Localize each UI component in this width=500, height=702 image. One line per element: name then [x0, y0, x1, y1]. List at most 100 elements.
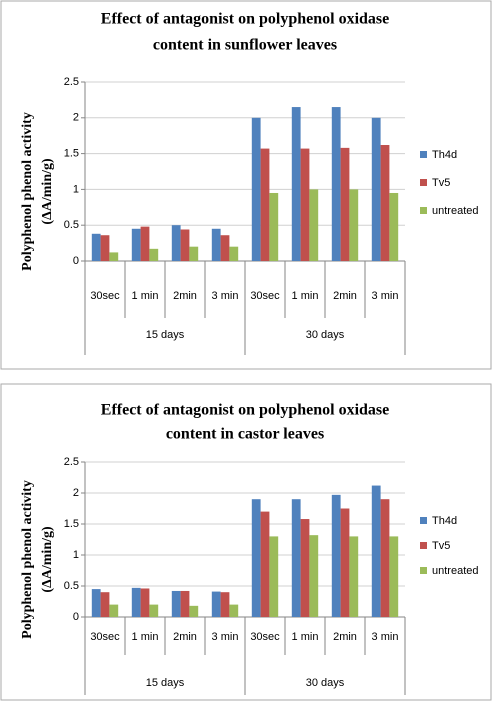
- legend-label: Tv5: [432, 177, 450, 189]
- bar: [309, 189, 319, 261]
- y-tick-label: 2.5: [64, 456, 79, 468]
- legend-label: Th4d: [432, 515, 457, 527]
- x-tick-label: 30sec: [250, 631, 280, 643]
- bar: [309, 535, 319, 617]
- y-axis-label: (ΔA/min/g): [40, 526, 55, 593]
- bar: [131, 228, 141, 261]
- x-tick-label: 3 min: [212, 631, 239, 643]
- bar: [211, 228, 221, 261]
- bar: [371, 117, 381, 261]
- x-tick-label: 2min: [333, 290, 357, 302]
- bar: [211, 591, 221, 617]
- bar: [140, 588, 150, 617]
- bar: [331, 107, 341, 261]
- bar: [189, 246, 199, 261]
- x-tick-label: 1 min: [132, 631, 159, 643]
- bar: [180, 590, 190, 617]
- group-label: 30 days: [306, 677, 345, 689]
- legend-label: Th4d: [432, 149, 457, 161]
- x-tick-label: 2min: [173, 290, 197, 302]
- bar: [189, 605, 199, 617]
- bar: [251, 117, 261, 261]
- legend-swatch: [420, 179, 427, 186]
- x-tick-label: 3 min: [372, 631, 399, 643]
- bar: [340, 508, 350, 617]
- chart-title: content in sunflower leaves: [153, 37, 337, 54]
- y-tick-label: 1: [73, 183, 79, 195]
- x-tick-label: 1 min: [292, 631, 319, 643]
- bar: [349, 189, 359, 261]
- bar: [220, 592, 230, 617]
- legend-swatch: [420, 542, 427, 549]
- bar: [340, 147, 350, 261]
- group-label: 15 days: [146, 677, 185, 689]
- bar: [380, 499, 390, 617]
- bar: [180, 229, 190, 261]
- bar: [109, 604, 119, 617]
- group-label: 30 days: [306, 329, 345, 341]
- bar: [291, 107, 301, 261]
- bar: [140, 226, 150, 261]
- x-tick-label: 1 min: [132, 290, 159, 302]
- y-axis-label: Polyphenol phenol activity: [20, 112, 35, 271]
- bar: [100, 592, 110, 617]
- bar: [149, 604, 159, 617]
- legend-label: untreated: [432, 205, 478, 217]
- bar: [149, 248, 159, 261]
- y-tick-label: 0.5: [64, 580, 79, 592]
- bar: [91, 589, 101, 617]
- y-axis-label: (ΔA/min/g): [40, 158, 55, 225]
- bar: [269, 536, 279, 617]
- bar: [380, 145, 390, 261]
- legend-swatch: [420, 567, 427, 574]
- bar: [91, 233, 101, 261]
- bar: [131, 587, 141, 617]
- bar: [291, 499, 301, 617]
- y-axis-label: Polyphenol phenol activity: [20, 480, 35, 639]
- y-tick-label: 0: [73, 611, 79, 623]
- y-tick-label: 1.5: [64, 148, 79, 160]
- x-tick-label: 2min: [173, 631, 197, 643]
- y-tick-label: 1: [73, 549, 79, 561]
- chart-title: content in castor leaves: [166, 426, 324, 443]
- bar: [251, 499, 261, 617]
- x-tick-label: 30sec: [250, 290, 280, 302]
- legend-label: Tv5: [432, 540, 450, 552]
- legend-swatch: [420, 207, 427, 214]
- x-tick-label: 3 min: [372, 290, 399, 302]
- legend-swatch: [420, 517, 427, 524]
- bar: [260, 148, 270, 261]
- chart-frame: [0, 383, 492, 701]
- bar: [220, 235, 230, 261]
- bar: [171, 225, 181, 261]
- bar: [269, 192, 279, 261]
- y-tick-label: 2.5: [64, 76, 79, 88]
- legend-swatch: [420, 151, 427, 158]
- bar: [331, 494, 341, 617]
- y-tick-label: 2: [73, 487, 79, 499]
- bar: [371, 485, 381, 617]
- chart-title: Effect of antagonist on polyphenol oxida…: [101, 11, 389, 28]
- bar: [300, 519, 310, 617]
- x-tick-label: 1 min: [292, 290, 319, 302]
- group-label: 15 days: [146, 329, 185, 341]
- y-tick-label: 2: [73, 112, 79, 124]
- legend-label: untreated: [432, 565, 478, 577]
- bar: [260, 511, 270, 617]
- y-tick-label: 1.5: [64, 518, 79, 530]
- x-tick-label: 2min: [333, 631, 357, 643]
- chart-title: Effect of antagonist on polyphenol oxida…: [101, 402, 389, 419]
- bar: [300, 148, 310, 261]
- y-tick-label: 0: [73, 255, 79, 267]
- x-tick-label: 3 min: [212, 290, 239, 302]
- bar: [109, 252, 119, 261]
- bar: [171, 590, 181, 617]
- x-tick-label: 30sec: [90, 631, 120, 643]
- bar: [389, 192, 399, 261]
- bar: [349, 536, 359, 617]
- bar: [389, 536, 399, 617]
- bar: [100, 235, 110, 261]
- bar: [229, 604, 239, 617]
- chart-frame: [0, 0, 492, 370]
